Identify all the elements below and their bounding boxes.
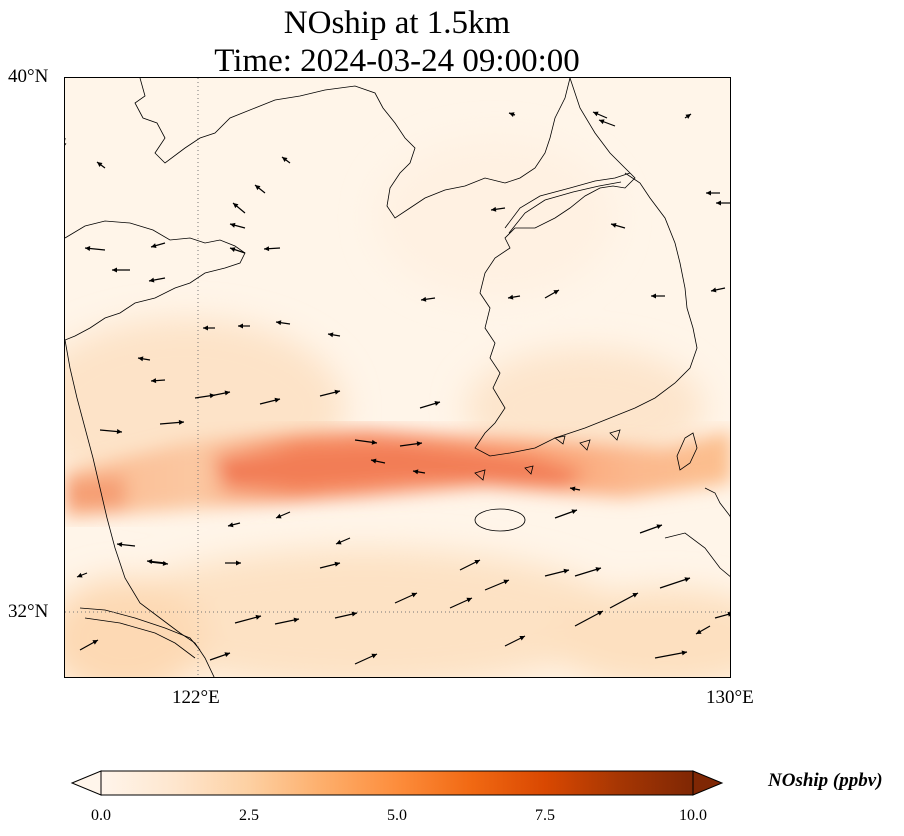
colorbar-gradient: [100, 770, 694, 796]
wind-arrow-head: [411, 592, 417, 598]
wind-arrow-head: [706, 190, 711, 196]
wind-arrow-head: [92, 640, 98, 645]
wind-arrow-head: [255, 185, 261, 191]
wind-arrow-shaft: [574, 610, 604, 627]
wind-arrow-head: [238, 323, 243, 329]
wind-arrow-head: [336, 539, 342, 545]
wind-arrow-head: [112, 267, 117, 273]
wind-vectors: [65, 111, 730, 665]
wind-arrow-head: [151, 243, 157, 249]
wind-arrow-head: [651, 293, 656, 299]
wind-arrow-head: [97, 162, 103, 167]
wind-arrow-head: [599, 119, 605, 125]
wind-arrow-head: [209, 393, 215, 399]
wind-arrow-head: [230, 247, 236, 252]
colorbar-tick-5: 5.0: [387, 807, 407, 824]
wind-arrow-head: [503, 579, 509, 585]
wind-arrow-head: [230, 222, 236, 228]
colorbar-extend-high: [692, 770, 724, 796]
wind-arrow-head: [371, 439, 377, 445]
chart-title: NOship at 1.5km: [283, 5, 511, 41]
wind-arrow-head: [597, 611, 603, 616]
map-svg: [65, 78, 730, 677]
wind-arrow-head: [351, 611, 357, 617]
wind-arrow-head: [236, 560, 241, 566]
colorbar: [70, 770, 724, 796]
wind-arrow-head: [371, 458, 377, 464]
lat-label-40N: 40°N: [8, 66, 49, 87]
colorbar-extend-low: [70, 770, 102, 796]
wind-arrow-head: [611, 222, 617, 228]
coastlines: [65, 78, 730, 677]
wind-arrow-head: [563, 568, 569, 574]
wind-arrow-head: [224, 390, 230, 396]
wind-arrow-head: [264, 246, 270, 252]
wind-arrow-head: [255, 614, 261, 620]
wind-arrow-head: [416, 441, 422, 447]
wind-arrow-head: [178, 419, 184, 425]
wind-arrow-head: [421, 296, 427, 302]
wind-arrow-head: [684, 577, 690, 582]
wind-arrow-head: [85, 246, 91, 251]
wind-arrow-head: [371, 653, 377, 659]
wind-arrow-head: [116, 429, 122, 435]
wind-arrow-head: [595, 567, 601, 572]
wind-arrow-head: [509, 112, 515, 117]
wind-arrow-shaft: [609, 592, 639, 609]
wind-arrow-head: [491, 206, 497, 212]
wind-arrow-head: [334, 561, 340, 567]
wind-arrow-head: [519, 636, 525, 641]
colorbar-tick-10: 10.0: [679, 807, 707, 824]
wind-arrow-head: [203, 325, 208, 331]
wind-arrow-head: [413, 469, 419, 475]
wind-arrow-head: [138, 356, 144, 362]
wind-arrow-head: [276, 320, 282, 326]
wind-arrow-head: [282, 157, 288, 162]
wind-arrow-head: [571, 509, 577, 515]
wind-arrow-shaft: [714, 613, 730, 619]
wind-arrow-head: [328, 332, 334, 338]
wind-arrow-head: [466, 597, 472, 603]
ship-plume: [65, 430, 730, 518]
wind-arrow-head: [147, 559, 153, 565]
wind-arrow-head: [65, 143, 67, 146]
wind-arrow-head: [274, 397, 280, 403]
wind-arrow-head: [117, 542, 123, 548]
wind-arrow-head: [696, 629, 702, 634]
wind-arrow-head: [151, 378, 157, 384]
chart-subtitle-time: Time: 2024-03-24 09:00:00: [214, 43, 580, 79]
wind-arrow-head: [334, 389, 340, 395]
wind-arrow-head: [632, 593, 638, 598]
colorbar-tick-0: 0.0: [91, 807, 111, 824]
wind-arrow-head: [474, 560, 480, 565]
wind-arrow-head: [716, 200, 721, 206]
map-panel: [64, 77, 731, 678]
wind-arrow-head: [685, 114, 691, 119]
wind-arrow-head: [228, 522, 234, 528]
wind-arrow-head: [593, 111, 599, 117]
wind-arrow-head: [224, 652, 230, 658]
wind-arrow-head: [711, 287, 717, 293]
wind-arrow-head: [681, 650, 687, 656]
colorbar-label: NOship (ppbv): [768, 770, 883, 791]
colorbar-tick-7.5: 7.5: [535, 807, 555, 824]
wind-arrow-head: [727, 611, 730, 617]
wind-arrow-head: [276, 513, 282, 519]
wind-arrow-head: [233, 203, 239, 209]
gridlines: [65, 78, 730, 677]
wind-arrow-head: [570, 486, 576, 492]
lon-label-122E: 122°E: [172, 687, 220, 708]
wind-arrow-head: [77, 572, 83, 578]
lat-label-32N: 32°N: [8, 601, 49, 622]
wind-arrow-head: [656, 524, 662, 530]
wind-arrow-head: [293, 617, 299, 623]
wind-arrow-head: [553, 290, 559, 295]
wind-arrow-head: [149, 277, 155, 283]
wind-arrow-shaft: [659, 577, 691, 589]
wind-arrow-head: [162, 560, 168, 566]
colorbar-tick-2.5: 2.5: [239, 807, 259, 824]
wind-arrow-shaft: [654, 651, 688, 659]
wind-arrow-head: [434, 401, 440, 406]
lon-label-130E: 130°E: [706, 687, 754, 708]
